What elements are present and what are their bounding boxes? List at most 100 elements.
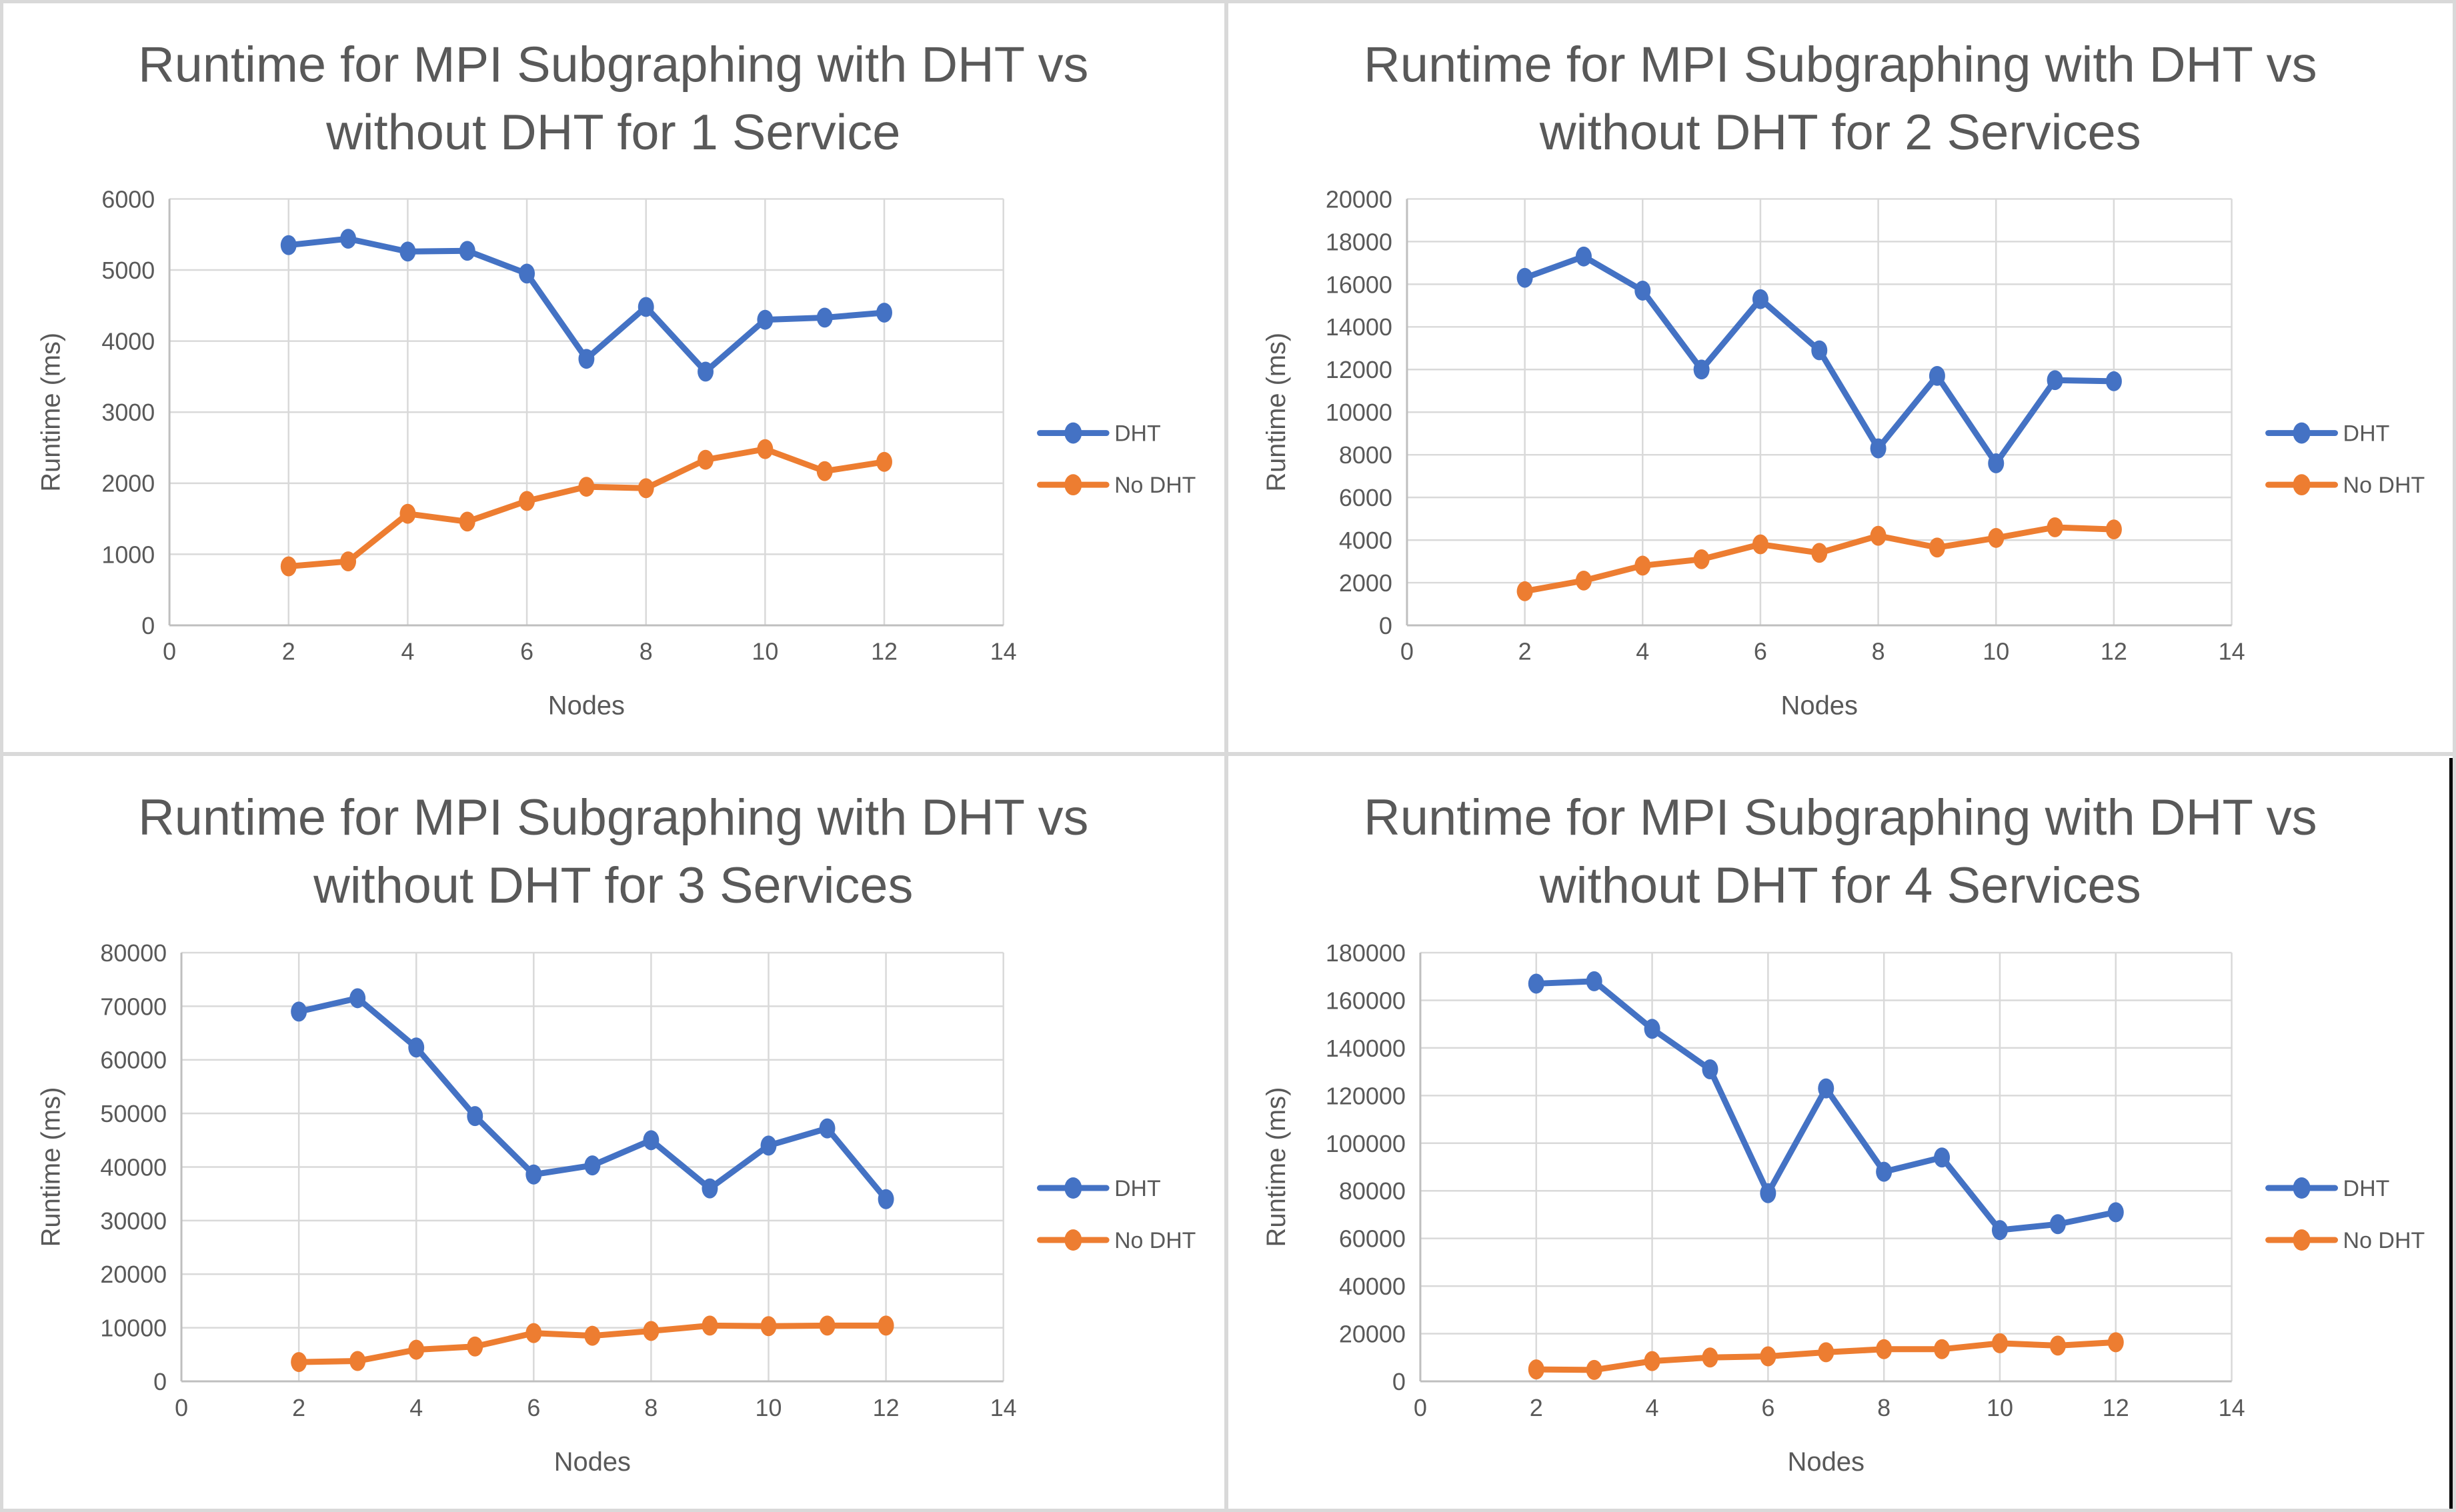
series-no-dht-marker (408, 1339, 425, 1360)
legend-label: No DHT (1114, 473, 1196, 498)
series-no-dht-marker (1634, 555, 1650, 576)
series-dht-marker (2049, 1214, 2066, 1235)
legend-label: DHT (2343, 1176, 2389, 1201)
x-tick-label: 2 (282, 639, 295, 665)
x-tick-label: 6 (1761, 1394, 1774, 1421)
y-tick-label: 180000 (1325, 939, 1405, 967)
x-tick-label: 14 (990, 639, 1017, 665)
series-dht-marker (2105, 371, 2122, 391)
series-no-dht-marker (1991, 1333, 2008, 1353)
series-no-dht-marker (280, 556, 297, 577)
legend-item-dht: DHT (1036, 1176, 1161, 1201)
series-dht-marker (291, 1001, 307, 1022)
y-tick-label: 12000 (1325, 357, 1392, 383)
y-tick-labels: 0 10000 20000 30000 40000 50000 60000 70000 8000… (100, 939, 167, 1395)
x-tick-label: 0 (1413, 1394, 1426, 1421)
series-dht-marker (519, 263, 535, 284)
x-tick-label: 12 (871, 639, 898, 665)
series-no-dht-line (285, 446, 888, 570)
series-dht-marker (1752, 289, 1768, 309)
y-axis-title: Runtime (ms) (1261, 1087, 1290, 1247)
x-tick-label: 0 (163, 639, 176, 665)
series-no-dht-marker (1644, 1351, 1660, 1371)
series-dht-marker (2107, 1202, 2124, 1223)
x-tick-labels: 0 2 4 6 8 10 12 14 (163, 639, 1016, 665)
legend-item-no-dht: No DHT (1036, 473, 1196, 498)
series-no-dht-marker (399, 503, 416, 524)
x-tick-label: 14 (2218, 639, 2245, 665)
legend-label: DHT (2343, 421, 2389, 447)
legend: DHT No DHT (1036, 1176, 1196, 1253)
series-no-dht-marker (760, 1316, 777, 1337)
x-tick-label: 0 (175, 1394, 188, 1421)
x-tick-label: 8 (640, 639, 653, 665)
series-dht-marker (757, 309, 774, 330)
legend-item-dht: DHT (2265, 1176, 2389, 1201)
x-tick-label: 10 (756, 1394, 782, 1421)
y-tick-labels: 0 2000 4000 6000 8000 10000 12000 14000 16000 180… (1325, 186, 1392, 639)
series-no-dht-marker (2047, 517, 2063, 537)
series-dht (291, 988, 894, 1209)
series-dht-marker (1701, 1059, 1718, 1080)
series-no-dht-marker (2105, 519, 2122, 540)
series-dht-marker (1759, 1183, 1776, 1203)
series-dht-marker (1991, 1220, 2008, 1241)
x-axis-title: Nodes (1780, 691, 1858, 720)
series-no-dht (291, 1315, 894, 1373)
y-tick-label: 2000 (101, 471, 155, 497)
series-dht (280, 229, 892, 382)
y-tick-label: 18000 (1325, 229, 1392, 255)
legend: DHT No DHT (2265, 421, 2425, 498)
series-no-dht-marker (1701, 1347, 1718, 1368)
legend-label: No DHT (2343, 473, 2425, 498)
series-no-dht-marker (878, 1315, 894, 1336)
y-tick-label: 10000 (100, 1315, 167, 1342)
series-dht-marker (1575, 246, 1592, 267)
series-no-dht-marker (1752, 534, 1768, 555)
chart-title-line2: without DHT for 1 Service (325, 105, 900, 161)
x-tick-label: 6 (1753, 639, 1766, 665)
series-dht-marker (1933, 1147, 1950, 1168)
x-tick-label: 8 (1871, 639, 1885, 665)
series-dht-marker (525, 1164, 542, 1185)
series-dht-marker (349, 988, 366, 1009)
series-dht-marker (1810, 340, 1827, 361)
y-tick-label: 4000 (101, 329, 155, 355)
series-dht-marker (1875, 1161, 1892, 1182)
legend: DHT No DHT (2265, 1176, 2425, 1253)
x-tick-label: 2 (292, 1394, 305, 1421)
series-dht-marker (819, 1118, 836, 1139)
y-tick-label: 50000 (100, 1100, 167, 1127)
chart-title-line1: Runtime for MPI Subgraphing with DHT vs (1363, 37, 2317, 93)
y-tick-label: 0 (1378, 613, 1392, 639)
y-tick-label: 8000 (1338, 442, 1392, 469)
x-tick-label: 4 (1645, 1394, 1658, 1421)
y-tick-label: 20000 (1338, 1321, 1405, 1348)
legend-item-dht: DHT (2265, 421, 2389, 447)
chart-3-services-figure: Runtime for MPI Subgraphing with DHT vs w… (37, 789, 1196, 1477)
x-tick-label: 4 (1636, 639, 1649, 665)
legend-marker-dot (1064, 474, 1082, 496)
series-dht-marker (702, 1178, 718, 1199)
y-tick-labels: 0 1000 2000 3000 4000 5000 6000 (101, 186, 155, 639)
y-tick-label: 20000 (1325, 186, 1392, 213)
series-no-dht-marker (819, 1315, 836, 1336)
y-tick-label: 20000 (100, 1261, 167, 1288)
x-tick-label: 8 (644, 1394, 658, 1421)
x-tick-labels: 0 2 4 6 8 10 12 14 (1400, 639, 2245, 665)
y-tick-label: 10000 (1325, 399, 1392, 426)
series-no-dht (1528, 1332, 2124, 1380)
legend-label: No DHT (1114, 1228, 1196, 1253)
legend-label: DHT (1114, 421, 1161, 447)
series-dht-marker (643, 1130, 660, 1151)
series-dht (1528, 971, 2124, 1241)
series-no-dht-marker (349, 1351, 366, 1371)
x-axis-title: Nodes (548, 691, 625, 720)
x-tick-label: 6 (520, 639, 533, 665)
legend-marker-dot (1064, 422, 1082, 444)
legend-marker-dot (1064, 1229, 1082, 1251)
y-tick-label: 120000 (1325, 1082, 1405, 1109)
series-dht-marker (1644, 1019, 1660, 1039)
series-dht-marker (1634, 281, 1650, 301)
series-dht (1516, 246, 2122, 473)
